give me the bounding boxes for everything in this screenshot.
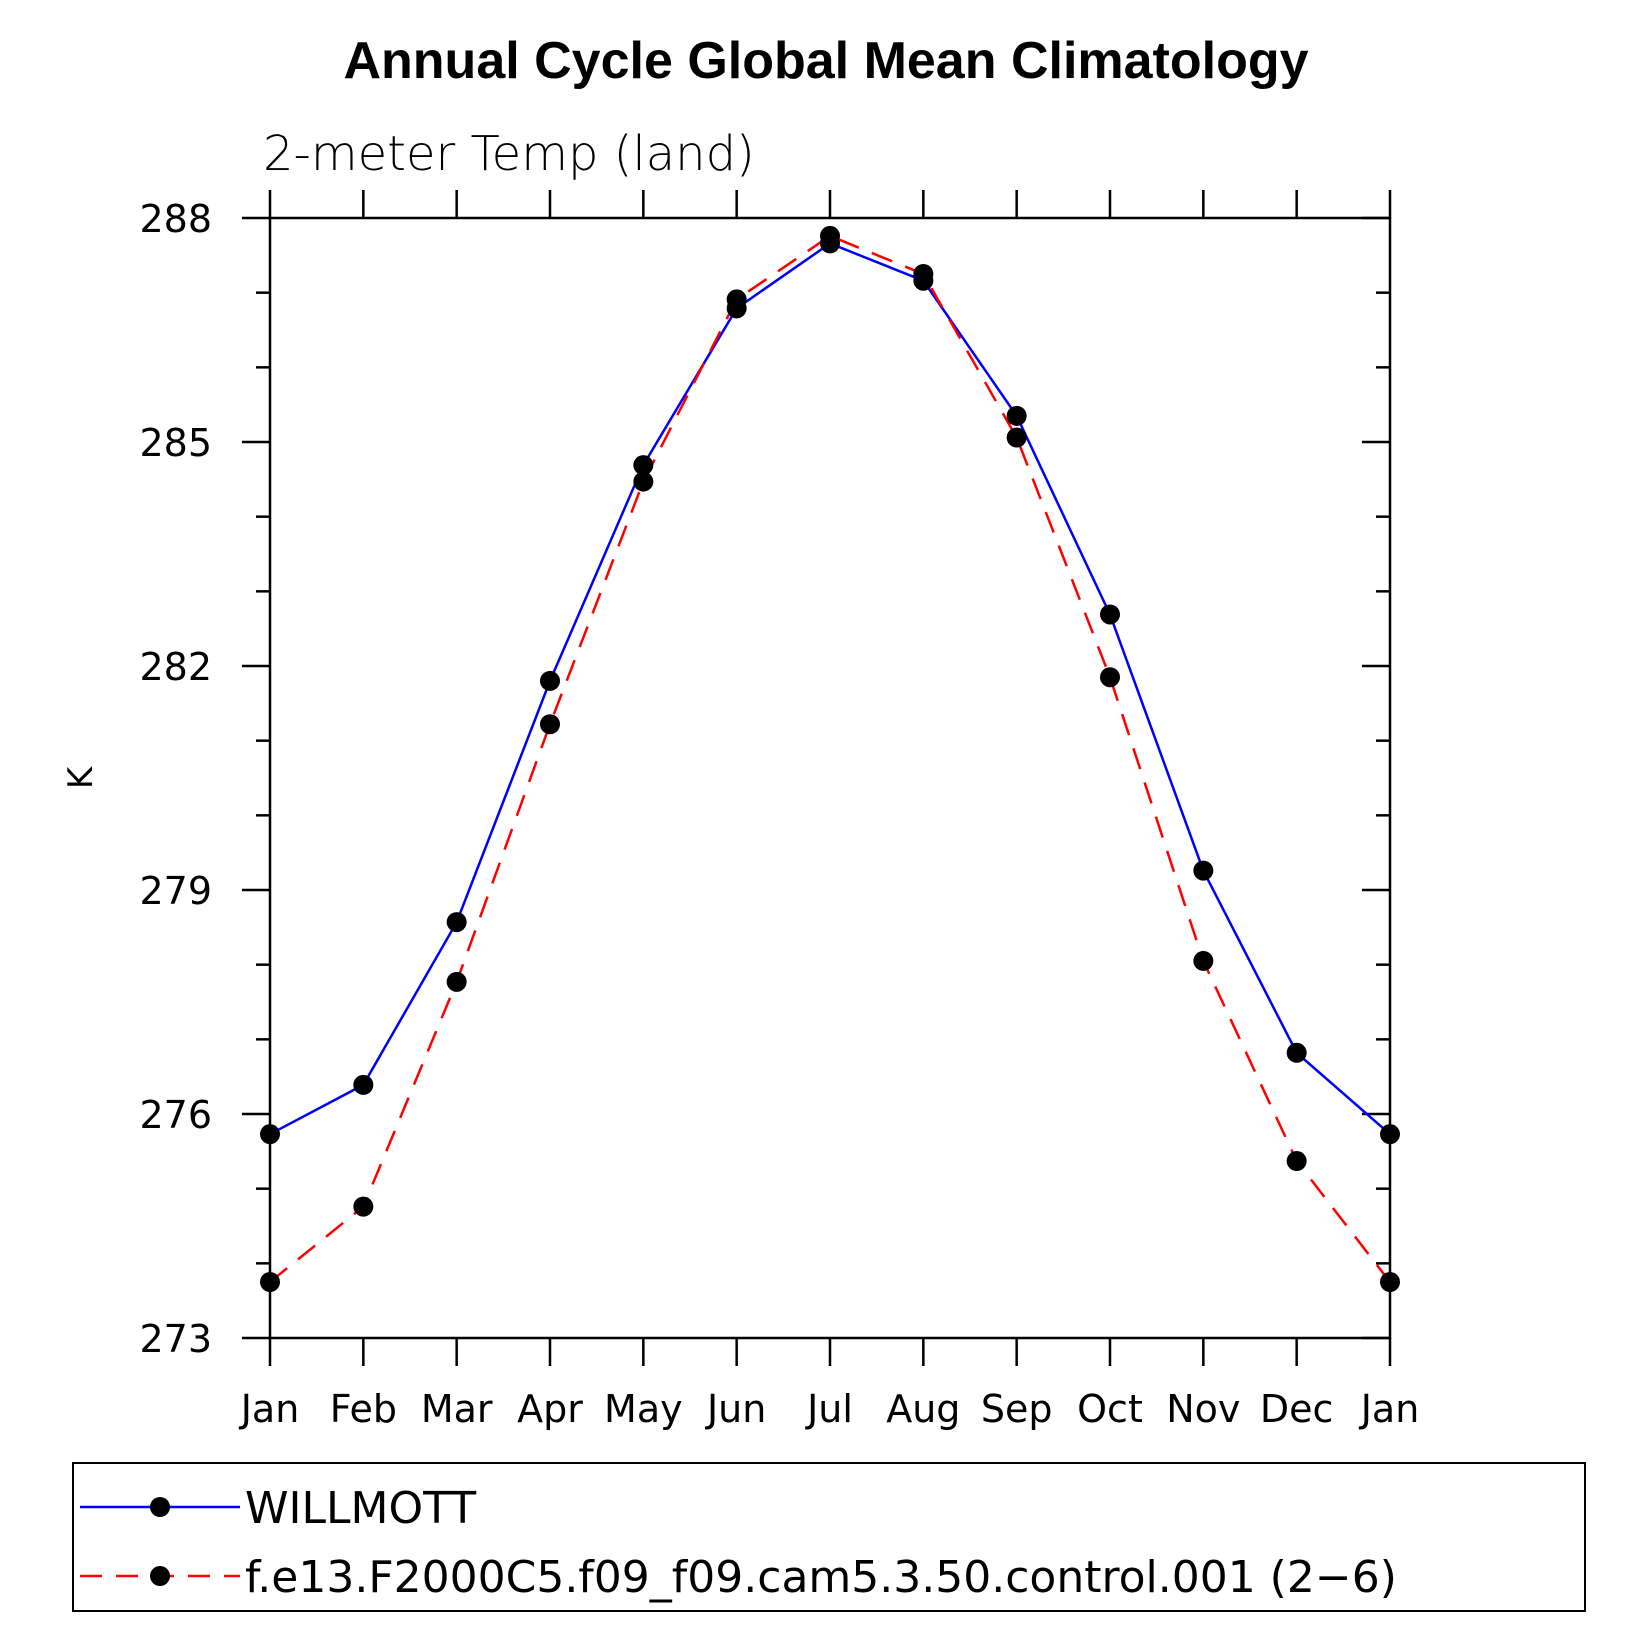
data-point-model	[1380, 1272, 1400, 1292]
data-point-willmott	[1193, 860, 1214, 881]
data-point-model	[260, 1272, 280, 1292]
x-tick-label: Feb	[330, 1387, 397, 1431]
x-tick-label: Nov	[1166, 1387, 1240, 1431]
y-tick-label: 282	[139, 645, 212, 689]
x-tick-label: Apr	[517, 1387, 583, 1431]
data-point-model	[633, 471, 654, 492]
x-tick-label: May	[604, 1387, 683, 1431]
data-point-willmott	[1100, 604, 1120, 625]
data-point-model	[446, 971, 467, 992]
y-tick-label: 276	[139, 1093, 212, 1137]
data-point-willmott	[1286, 1042, 1307, 1063]
data-point-willmott	[540, 670, 560, 691]
x-tick-label: Jun	[705, 1387, 766, 1431]
legend: WILLMOTT f.e13.F2000C5.f09_f09.cam5.3.50…	[72, 1462, 1586, 1612]
x-tick-label: Jul	[805, 1387, 853, 1431]
data-point-willmott	[1380, 1124, 1400, 1145]
data-point-model	[726, 289, 747, 310]
x-tick-label: Mar	[421, 1387, 493, 1431]
plot-frame	[268, 216, 1392, 1340]
data-point-willmott	[446, 912, 467, 933]
y-tick-labels: 273 276 279 282 285 288	[139, 197, 212, 1361]
data-point-model	[1100, 667, 1120, 688]
data-point-model	[540, 714, 560, 735]
markers-layer	[260, 225, 1400, 1292]
data-point-model	[353, 1196, 374, 1217]
chart-title: Annual Cycle Global Mean Climatology	[343, 32, 1308, 90]
data-point-model	[820, 225, 840, 246]
x-tick-label: Sep	[981, 1387, 1053, 1431]
legend-label-model: f.e13.F2000C5.f09_f09.cam5.3.50.control.…	[245, 1552, 1397, 1603]
x-tick-label: Oct	[1077, 1387, 1143, 1431]
data-point-willmott	[1006, 405, 1027, 426]
x-tick-labels: Jan Feb Mar Apr May Jun Jul Aug Sep Oct Nov Dec Jan	[239, 1387, 1420, 1431]
data-point-model	[1193, 950, 1214, 971]
data-point-willmott	[633, 455, 654, 476]
legend-box	[72, 1462, 1586, 1612]
y-tick-label: 273	[139, 1317, 212, 1361]
axes	[242, 190, 1392, 1366]
data-point-willmott	[260, 1124, 280, 1145]
y-tick-label: 288	[139, 197, 212, 241]
data-point-model	[1286, 1151, 1307, 1172]
x-tick-label: Dec	[1260, 1387, 1334, 1431]
series-layer	[269, 234, 1391, 1283]
y-tick-label: 279	[139, 869, 212, 913]
y-tick-label: 285	[139, 421, 212, 465]
legend-marker-willmott	[150, 1497, 170, 1517]
x-tick-label: Aug	[886, 1387, 960, 1431]
chart-subtitle: 2-meter Temp (land)	[263, 126, 755, 182]
legend-marker-model	[150, 1566, 170, 1586]
legend-label-willmott: WILLMOTT	[245, 1483, 476, 1534]
data-point-willmott	[353, 1074, 374, 1095]
y-axis-label: K	[61, 765, 101, 789]
data-point-model	[913, 264, 934, 284]
x-tick-label: Jan	[239, 1387, 300, 1431]
x-tick-label: Jan	[1359, 1387, 1420, 1431]
series-line-model	[269, 234, 1391, 1283]
data-point-model	[1006, 427, 1027, 448]
